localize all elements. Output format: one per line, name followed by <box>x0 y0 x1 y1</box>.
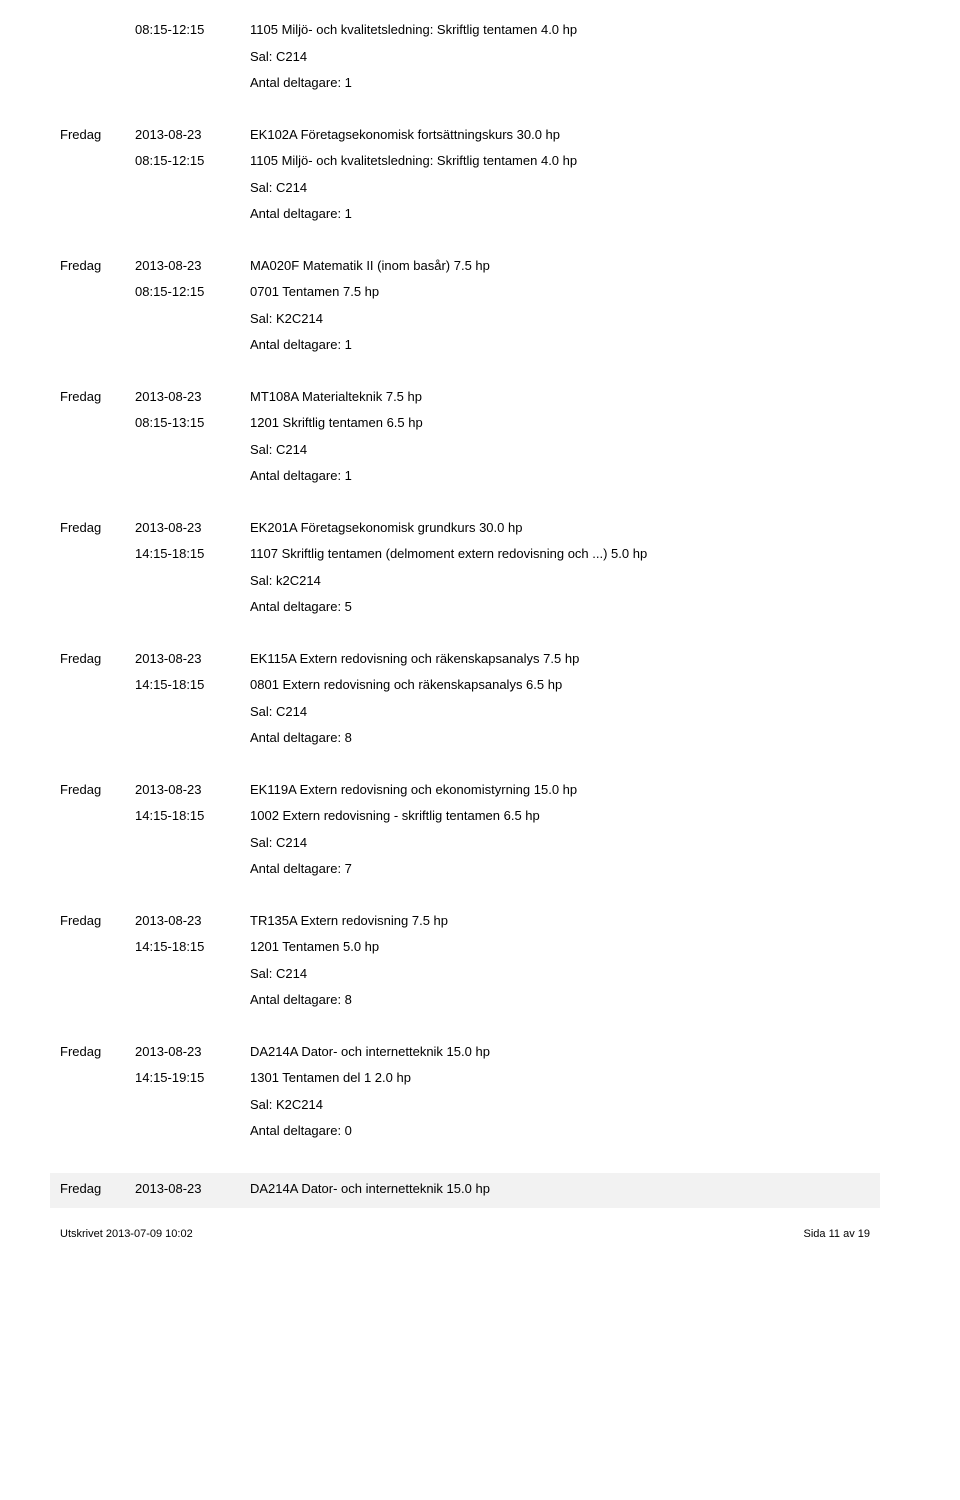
entry-room: Sal: k2C214 <box>250 571 870 591</box>
footer-page: Sida 11 av 19 <box>804 1228 870 1240</box>
entry-course: 1105 Miljö- och kvalitetsledning: Skrift… <box>250 20 870 40</box>
page-content: 08:15-12:151105 Miljö- och kvalitetsledn… <box>0 0 960 1280</box>
entry-date: 2013-08-23 <box>135 256 250 276</box>
entry-participants: Antal deltagare: 1 <box>250 335 870 355</box>
entry-room: Sal: K2C214 <box>250 309 870 329</box>
entry-exam: 0701 Tentamen 7.5 hp <box>250 282 870 302</box>
entry-course: EK119A Extern redovisning och ekonomisty… <box>250 780 870 800</box>
entry-course: TR135A Extern redovisning 7.5 hp <box>250 911 870 931</box>
schedule-entry: Fredag2013-08-23EK201A Företagsekonomisk… <box>60 518 870 617</box>
entry-exam: 1301 Tentamen del 1 2.0 hp <box>250 1068 870 1088</box>
entry-room: Sal: C214 <box>250 702 870 722</box>
entry-participants: Antal deltagare: 5 <box>250 597 870 617</box>
footer-printed: Utskrivet 2013-07-09 10:02 <box>60 1228 193 1240</box>
entry-day: Fredag <box>60 125 135 145</box>
entry-date: 2013-08-23 <box>135 780 250 800</box>
entry-room: Sal: K2C214 <box>250 1095 870 1115</box>
entry-course: DA214A Dator- och internetteknik 15.0 hp <box>250 1042 870 1062</box>
entry-participants: Antal deltagare: 0 <box>250 1121 870 1141</box>
entry-exam: 1201 Skriftlig tentamen 6.5 hp <box>250 413 870 433</box>
entry-exam: 1107 Skriftlig tentamen (delmoment exter… <box>250 544 870 564</box>
entry-day: Fredag <box>60 1179 135 1199</box>
entry-time: 08:15-12:15 <box>135 20 250 40</box>
entry-time: 14:15-18:15 <box>135 544 250 564</box>
entry-course: EK201A Företagsekonomisk grundkurs 30.0 … <box>250 518 870 538</box>
entry-day: Fredag <box>60 518 135 538</box>
entry-course: MA020F Matematik II (inom basår) 7.5 hp <box>250 256 870 276</box>
schedule-entry: Fredag2013-08-23MA020F Matematik II (ino… <box>60 256 870 355</box>
entry-room: Sal: C214 <box>250 47 870 67</box>
entry-date: 2013-08-23 <box>135 911 250 931</box>
entry-exam: 0801 Extern redovisning och räkenskapsan… <box>250 675 870 695</box>
entry-participants: Antal deltagare: 1 <box>250 73 870 93</box>
entry-room: Sal: C214 <box>250 833 870 853</box>
entry-participants: Antal deltagare: 8 <box>250 728 870 748</box>
entry-time: 08:15-13:15 <box>135 413 250 433</box>
entry-date: 2013-08-23 <box>135 649 250 669</box>
entry-time: 14:15-18:15 <box>135 806 250 826</box>
entry-room: Sal: C214 <box>250 178 870 198</box>
schedule-entry: Fredag2013-08-23TR135A Extern redovisnin… <box>60 911 870 1010</box>
schedule-entry: Fredag2013-08-23EK119A Extern redovisnin… <box>60 780 870 879</box>
entry-day: Fredag <box>60 649 135 669</box>
entry-day: Fredag <box>60 387 135 407</box>
entry-day: Fredag <box>60 780 135 800</box>
schedule-entry: Fredag2013-08-23DA214A Dator- och intern… <box>60 1042 870 1141</box>
entry-day: Fredag <box>60 256 135 276</box>
entry-time: 14:15-18:15 <box>135 675 250 695</box>
entry-day: Fredag <box>60 911 135 931</box>
entry-date: 2013-08-23 <box>135 387 250 407</box>
entry-date: 2013-08-23 <box>135 1179 250 1199</box>
entry-participants: Antal deltagare: 8 <box>250 990 870 1010</box>
entry-participants: Antal deltagare: 7 <box>250 859 870 879</box>
schedule-entry: Fredag2013-08-23EK102A Företagsekonomisk… <box>60 125 870 224</box>
entry-participants: Antal deltagare: 1 <box>250 466 870 486</box>
entry-course: MT108A Materialteknik 7.5 hp <box>250 387 870 407</box>
entry-date: 2013-08-23 <box>135 1042 250 1062</box>
entry-participants: Antal deltagare: 1 <box>250 204 870 224</box>
schedule-list: 08:15-12:151105 Miljö- och kvalitetsledn… <box>60 20 870 1208</box>
entry-time: 08:15-12:15 <box>135 282 250 302</box>
entry-course: EK115A Extern redovisning och räkenskaps… <box>250 649 870 669</box>
schedule-entry: Fredag2013-08-23DA214A Dator- och intern… <box>50 1173 880 1209</box>
entry-exam: 1201 Tentamen 5.0 hp <box>250 937 870 957</box>
entry-course: EK102A Företagsekonomisk fortsättningsku… <box>250 125 870 145</box>
entry-date: 2013-08-23 <box>135 518 250 538</box>
entry-room: Sal: C214 <box>250 964 870 984</box>
schedule-entry: 08:15-12:151105 Miljö- och kvalitetsledn… <box>60 20 870 93</box>
entry-room: Sal: C214 <box>250 440 870 460</box>
entry-time: 08:15-12:15 <box>135 151 250 171</box>
entry-time: 14:15-18:15 <box>135 937 250 957</box>
entry-exam: 1002 Extern redovisning - skriftlig tent… <box>250 806 870 826</box>
schedule-entry: Fredag2013-08-23EK115A Extern redovisnin… <box>60 649 870 748</box>
schedule-entry: Fredag2013-08-23MT108A Materialteknik 7.… <box>60 387 870 486</box>
entry-day: Fredag <box>60 1042 135 1062</box>
page-footer: Utskrivet 2013-07-09 10:02 Sida 11 av 19 <box>60 1228 870 1240</box>
entry-course: DA214A Dator- och internetteknik 15.0 hp <box>250 1179 870 1199</box>
entry-exam: 1105 Miljö- och kvalitetsledning: Skrift… <box>250 151 870 171</box>
entry-date: 2013-08-23 <box>135 125 250 145</box>
entry-time: 14:15-19:15 <box>135 1068 250 1088</box>
